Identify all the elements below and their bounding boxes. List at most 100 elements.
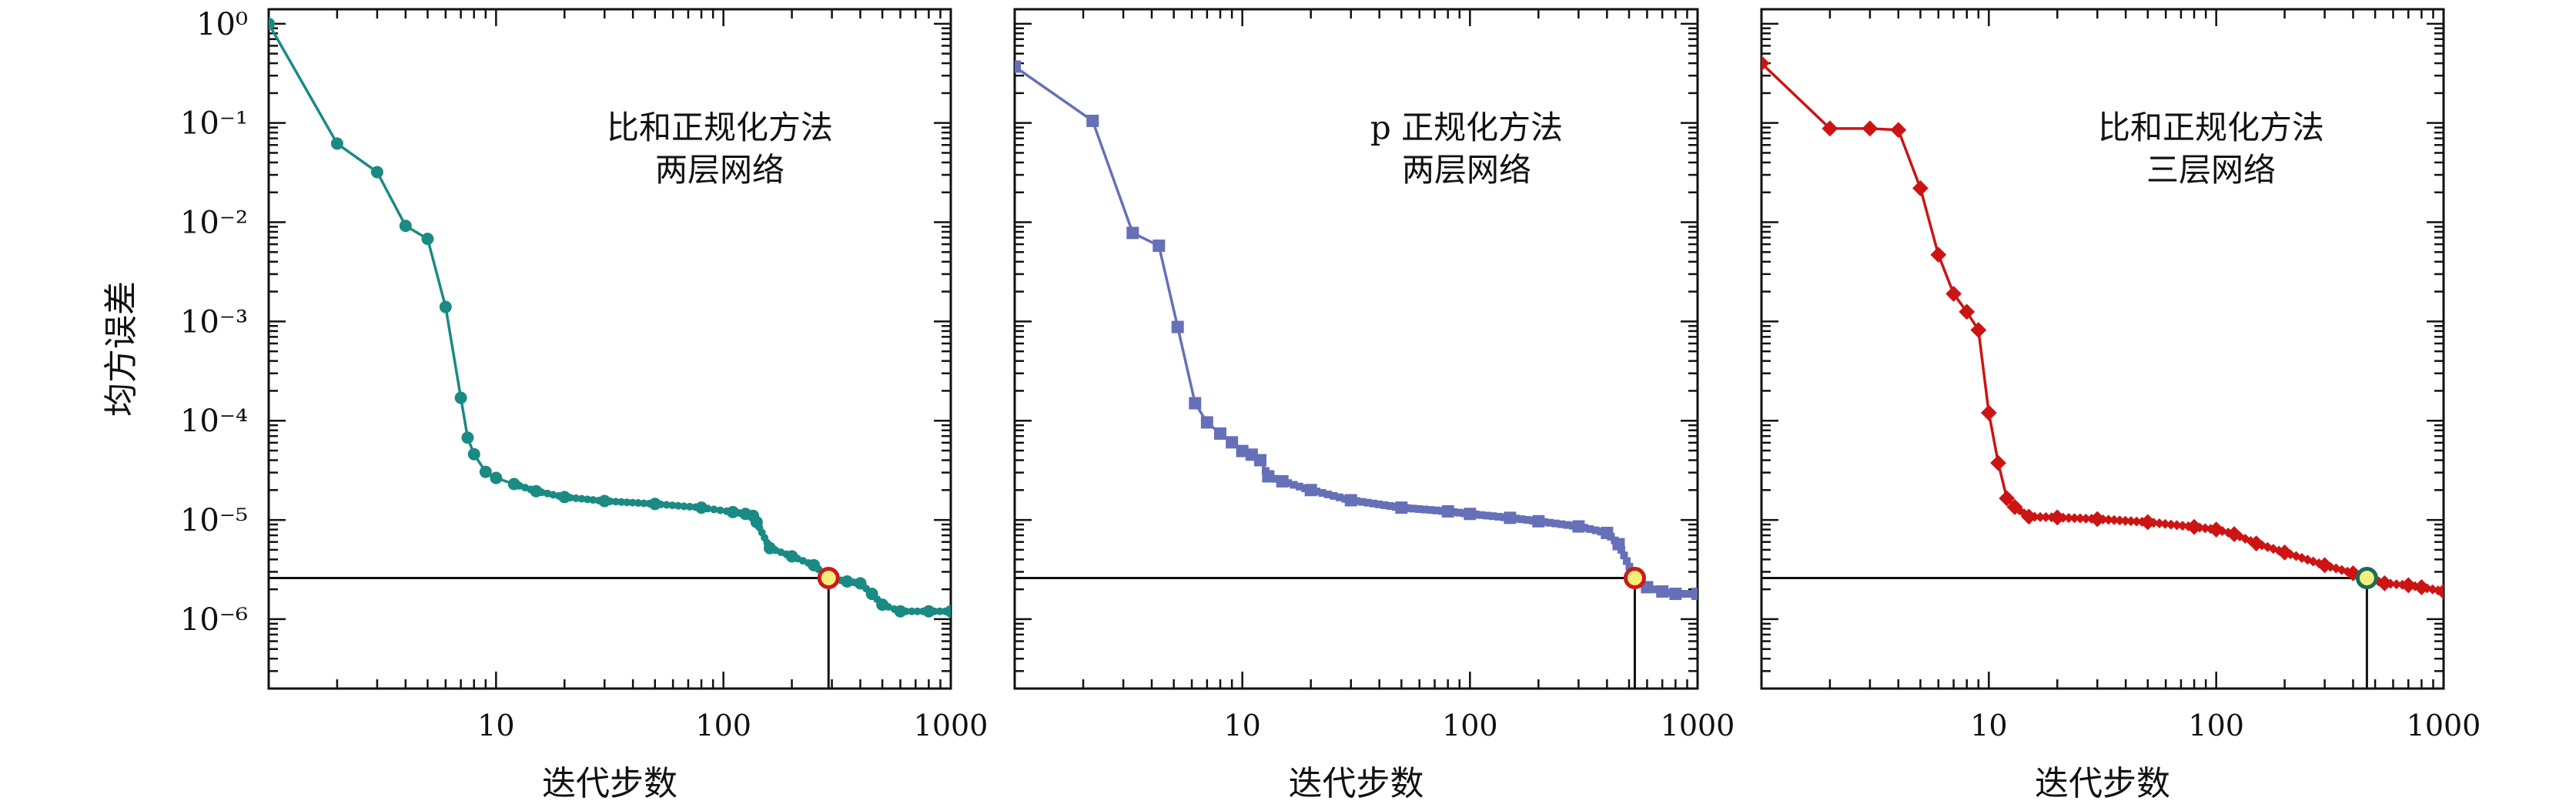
data-point [1980, 404, 1997, 421]
y-tick-label: 10⁻⁵ [180, 503, 248, 538]
data-point [2208, 521, 2225, 538]
data-point [2248, 535, 2265, 551]
trail-marker [2040, 511, 2051, 522]
panel-1: 10 100 1000 10⁰ 10⁻¹ 10⁻² 10⁻³ 10⁻⁴ 10⁻⁵ 10⁻⁶ 比和正规… [180, 7, 988, 803]
data-point [2020, 508, 2037, 525]
data-point [1862, 120, 1878, 137]
data-point [1441, 504, 1454, 518]
trail-marker [2069, 513, 2080, 524]
data-point [2089, 511, 2106, 528]
y-tick-label: 10⁻¹ [180, 106, 248, 142]
trail-marker [1358, 498, 1367, 506]
trail-marker [716, 506, 724, 514]
data-layer [1015, 60, 1698, 601]
x-axis-label: 迭代步数 [1289, 764, 1424, 803]
trail-marker [913, 607, 922, 615]
panel-title-line: 比和正规化方法 [2098, 109, 2324, 146]
trail-marker [1557, 520, 1566, 528]
trail-marker [1455, 508, 1464, 517]
data-point [461, 431, 474, 444]
data-point [1395, 501, 1408, 514]
trail-marker [2103, 514, 2114, 525]
trail-marker [2120, 515, 2131, 526]
trail-marker [1489, 512, 1497, 521]
x-tick-label: 100 [695, 709, 751, 742]
data-point [1200, 416, 1213, 429]
trail-marker [1375, 500, 1383, 508]
trail-marker [589, 496, 597, 504]
data-point [2006, 498, 2023, 515]
trail-marker [583, 495, 591, 504]
trail-marker [1414, 504, 1423, 513]
data-point [1822, 120, 1838, 137]
trail-marker [1494, 512, 1503, 521]
data-point [695, 501, 708, 514]
panel-title-line: 两层网络 [1402, 151, 1531, 189]
data-point [1276, 474, 1289, 488]
trail-marker [1335, 493, 1343, 501]
data-point [1612, 538, 1625, 551]
trail-marker [2391, 579, 2402, 590]
trail-marker [1290, 481, 1298, 489]
data-point [1999, 490, 2016, 507]
trail-marker [935, 607, 944, 615]
trail-marker [1664, 588, 1673, 597]
data-point [1572, 520, 1585, 533]
data-point [2413, 579, 2430, 595]
trail-marker [611, 498, 620, 506]
trail-marker [1517, 515, 1526, 524]
data-point [854, 577, 867, 590]
trail-marker [1620, 551, 1628, 560]
data-layer [269, 17, 951, 618]
trail-marker [1563, 521, 1571, 529]
trail-marker [1682, 590, 1691, 598]
panel-title-line: 比和正规化方法 [607, 109, 833, 146]
trail-marker [1586, 524, 1594, 533]
trail-marker [680, 502, 688, 511]
data-point [785, 550, 798, 563]
trail-marker [1651, 585, 1659, 594]
y-tick-label: 10⁻⁴ [180, 404, 248, 439]
trail-marker [1477, 511, 1486, 519]
data-point [330, 137, 343, 150]
trail-marker [1295, 482, 1303, 491]
trail-marker [1369, 499, 1377, 508]
data-point [808, 558, 821, 571]
trail-marker [668, 501, 677, 510]
data-point [598, 494, 611, 508]
trail-marker [2154, 518, 2165, 529]
data-point [1086, 114, 1099, 127]
data-point [490, 471, 503, 484]
x-axis-label: 迭代步数 [542, 764, 677, 803]
trail-marker [617, 498, 626, 506]
data-point [2186, 518, 2203, 535]
data-point [1691, 588, 1698, 601]
plot-frame [267, 8, 952, 690]
x-tick-label: 10 [1970, 709, 2007, 742]
data-point [1214, 427, 1227, 440]
data-point [841, 575, 854, 588]
panel-title-line: 三层网络 [2146, 151, 2276, 189]
y-tick-label: 10⁻³ [180, 304, 248, 340]
data-point [1464, 508, 1477, 521]
data-point [1990, 454, 2006, 471]
data-point [1254, 454, 1267, 467]
x-tick-label: 100 [2188, 709, 2244, 742]
data-point [1344, 494, 1357, 507]
trail-marker [2075, 513, 2086, 524]
data-point [439, 300, 452, 313]
trail-marker [2171, 520, 2182, 531]
panel-title-line: p 正规化方法 [1370, 109, 1563, 146]
trail-marker [628, 498, 637, 507]
data-point [1959, 303, 1975, 320]
x-tick-label: 100 [1442, 709, 1498, 742]
trail-marker [1318, 489, 1326, 498]
data-point [726, 505, 739, 518]
trail-marker [1483, 511, 1491, 520]
trail-marker [2114, 515, 2125, 526]
plot-frame [1760, 8, 2445, 690]
data-point [558, 491, 571, 504]
